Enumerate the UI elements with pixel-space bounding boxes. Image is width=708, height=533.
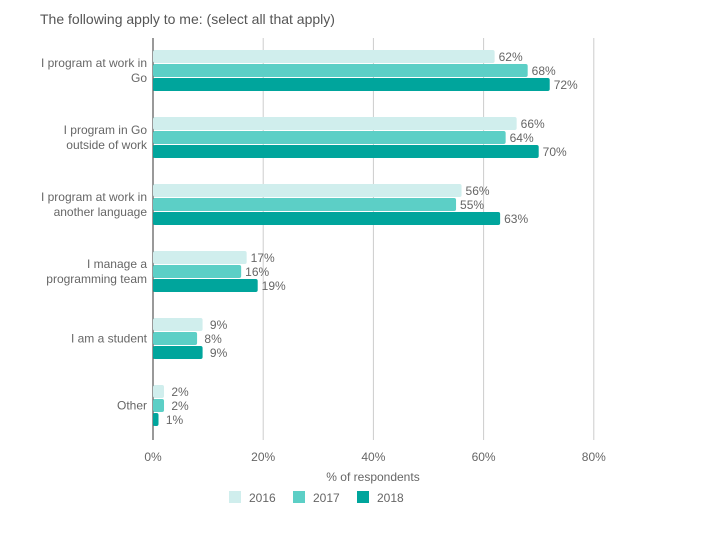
bar-2017: [153, 265, 242, 278]
legend-label-2016: 2016: [249, 491, 276, 505]
bar-2018: [153, 145, 539, 158]
x-tick-label: 20%: [251, 450, 275, 464]
bar-2018: [153, 212, 501, 225]
bar-2017: [153, 198, 457, 211]
bar-2016: [153, 318, 203, 331]
bar-2017: [153, 64, 528, 77]
category-label: Go: [131, 71, 147, 85]
category-label: Other: [117, 399, 147, 413]
x-tick-label: 80%: [582, 450, 606, 464]
bar-2016: [153, 385, 165, 398]
data-label: 66%: [521, 117, 545, 131]
bar-2018: [153, 346, 203, 359]
bar-2018: [153, 413, 159, 426]
legend-label-2018: 2018: [377, 491, 404, 505]
category-label: outside of work: [66, 138, 148, 152]
bar-2017: [153, 399, 165, 412]
category-label: programming team: [46, 272, 147, 286]
category-label: I am a student: [71, 332, 148, 346]
category-label: I program at work in: [41, 190, 147, 204]
data-label: 9%: [210, 318, 228, 332]
data-label: 1%: [166, 413, 184, 427]
data-label: 9%: [210, 346, 228, 360]
data-label: 55%: [460, 198, 484, 212]
bar-2016: [153, 50, 495, 63]
bar-2018: [153, 78, 550, 91]
data-label: 62%: [499, 50, 523, 64]
data-label: 64%: [510, 131, 534, 145]
bar-2017: [153, 131, 506, 144]
data-label: 8%: [204, 332, 222, 346]
bar-2016: [153, 251, 247, 264]
x-tick-label: 0%: [144, 450, 162, 464]
legend-label-2017: 2017: [313, 491, 340, 505]
data-label: 16%: [245, 265, 269, 279]
data-label: 2%: [171, 399, 189, 413]
legend-swatch-2017: [293, 491, 305, 503]
bar-2017: [153, 332, 198, 345]
legend-swatch-2016: [229, 491, 241, 503]
x-axis-label: % of respondents: [326, 470, 419, 484]
legend-swatch-2018: [357, 491, 369, 503]
data-label: 72%: [554, 78, 578, 92]
x-tick-label: 60%: [472, 450, 496, 464]
category-label: I program in Go: [64, 123, 148, 137]
data-label: 17%: [251, 251, 275, 265]
category-label: another language: [54, 205, 148, 219]
data-label: 2%: [171, 385, 189, 399]
bar-2016: [153, 184, 462, 197]
bar-2016: [153, 117, 517, 130]
category-label: I program at work in: [41, 56, 147, 70]
data-label: 19%: [262, 279, 286, 293]
data-label: 68%: [532, 64, 556, 78]
bar-2018: [153, 279, 258, 292]
data-label: 56%: [466, 184, 490, 198]
data-label: 70%: [543, 145, 567, 159]
x-tick-label: 40%: [361, 450, 385, 464]
data-label: 63%: [504, 212, 528, 226]
chart-title: The following apply to me: (select all t…: [40, 11, 335, 27]
category-label: I manage a: [87, 257, 147, 271]
